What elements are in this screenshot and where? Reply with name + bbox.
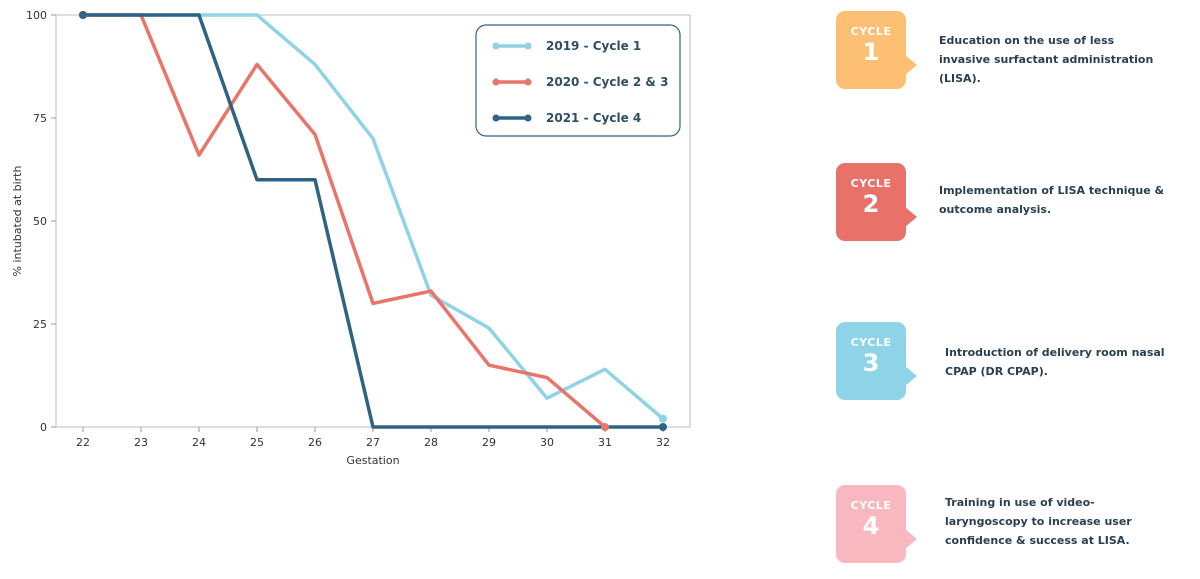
legend-marker	[524, 42, 532, 50]
y-tick-label: 50	[33, 215, 47, 228]
series-3-point	[79, 11, 87, 19]
cycle-3-badge: CYCLE 3	[836, 322, 917, 400]
cycle-2-number: 2	[862, 190, 880, 218]
series-3-point	[659, 423, 667, 431]
x-tick-label: 26	[308, 436, 322, 449]
x-tick-label: 30	[540, 436, 554, 449]
x-tick-label: 32	[656, 436, 670, 449]
legend-marker	[492, 114, 500, 122]
x-tick-label: 27	[366, 436, 380, 449]
x-axis-title: Gestation	[346, 454, 399, 467]
cycle-4-number: 4	[862, 512, 880, 540]
cycle-3-description: Introduction of delivery room nasal CPAP…	[945, 346, 1165, 378]
cycle-2-description: Implementation of LISA technique & outco…	[939, 184, 1165, 216]
y-tick-label: 100	[26, 9, 47, 22]
cycle-3-word: CYCLE	[850, 336, 892, 349]
cycle-2-word: CYCLE	[850, 177, 892, 190]
x-tick-label: 31	[598, 436, 612, 449]
cycle-1-number: 1	[862, 38, 880, 66]
cycle-4-word: CYCLE	[850, 499, 892, 512]
intubation-line-chart: 0 25 50 75 100 22 23 24 25 26 27 28 29 30 31 32 Gestatio…	[11, 9, 691, 467]
y-axis-title: % intubated at birth	[11, 166, 24, 277]
legend-label-1: 2019 - Cycle 1	[546, 39, 641, 53]
legend-marker	[492, 78, 500, 86]
series-1-point	[659, 414, 667, 423]
series-line-3	[81, 13, 665, 429]
legend-box	[475, 24, 681, 137]
x-tick-label: 23	[134, 436, 148, 449]
cycle-3-number: 3	[862, 349, 880, 377]
x-tick-label: 25	[250, 436, 264, 449]
legend-marker	[524, 114, 532, 122]
x-tick-label: 28	[424, 436, 438, 449]
y-tick-label: 25	[33, 318, 47, 331]
cycle-1-word: CYCLE	[850, 25, 892, 38]
series-2-point	[601, 423, 609, 431]
cycle-4-badge: CYCLE 4	[836, 485, 917, 563]
legend-label-3: 2021 - Cycle 4	[546, 111, 641, 125]
cycle-4-description: Training in use of video-laryngoscopy to…	[945, 496, 1132, 547]
series-line-2	[81, 13, 607, 429]
cycle-1-badge: CYCLE 1	[836, 11, 917, 89]
y-tick-label: 0	[40, 421, 47, 434]
legend-label-2: 2020 - Cycle 2 & 3	[546, 75, 668, 89]
cycle-2-badge: CYCLE 2	[836, 163, 917, 241]
cycle-1-description: Education on the use of less invasive su…	[939, 34, 1154, 85]
y-tick-label: 75	[33, 112, 47, 125]
x-tick-label: 22	[76, 436, 90, 449]
x-tick-label: 29	[482, 436, 496, 449]
legend-marker	[524, 78, 532, 86]
legend-marker	[492, 42, 500, 50]
x-tick-label: 24	[192, 436, 206, 449]
